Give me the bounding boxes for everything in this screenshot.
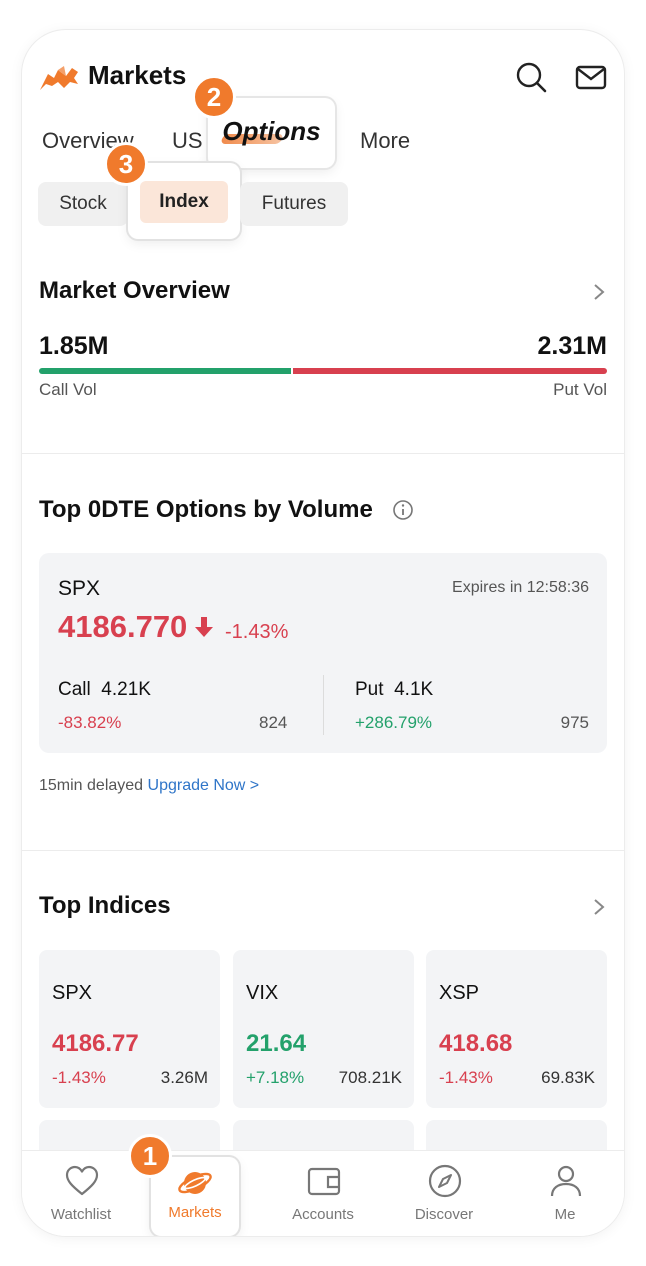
dte-put-volume-value: 4.1K xyxy=(394,679,434,700)
index-symbol: SPX xyxy=(52,982,93,1004)
phone-screen: Markets Overview US Options More Stock I… xyxy=(22,30,624,1236)
dte-symbol: SPX xyxy=(58,577,101,600)
page-title: Markets xyxy=(88,60,187,90)
subtab-futures[interactable]: Futures xyxy=(240,182,348,226)
index-volume: 708.21K xyxy=(338,1068,402,1087)
upgrade-now-link[interactable]: Upgrade Now > xyxy=(147,777,260,794)
wallet-icon xyxy=(307,1167,341,1196)
top-indices-title[interactable]: Top Indices xyxy=(39,892,171,919)
subtab-index-label: Index xyxy=(140,181,228,223)
step-badge-3: 3 xyxy=(104,142,148,186)
delay-notice: 15min delayed Upgrade Now > xyxy=(39,777,259,795)
dte-put-volume: Put 4.1K xyxy=(355,679,433,701)
delay-text: 15min delayed xyxy=(39,777,144,794)
subtab-index[interactable]: Index xyxy=(128,163,240,239)
mail-icon[interactable] xyxy=(574,60,608,94)
dte-put-label: Put xyxy=(355,679,384,700)
nav-watchlist-label: Watchlist xyxy=(50,1206,112,1223)
call-volume-label: Call Vol xyxy=(39,380,97,399)
index-volume: 3.26M xyxy=(160,1068,208,1087)
dte-put-change: +286.79% xyxy=(355,713,433,732)
put-volume-value: 2.31M xyxy=(537,332,607,360)
put-volume-label: Put Vol xyxy=(553,380,607,399)
compass-icon xyxy=(428,1164,462,1198)
dte-call-volume-value: 4.21K xyxy=(101,679,151,700)
top-0dte-title: Top 0DTE Options by Volume xyxy=(39,496,373,523)
market-overview-title[interactable]: Market Overview xyxy=(39,277,230,304)
index-price: 21.64 xyxy=(246,1030,307,1057)
dte-call-change: -83.82% xyxy=(58,713,122,732)
index-symbol: VIX xyxy=(246,982,279,1004)
dte-price: 4186.770 xyxy=(58,609,188,644)
index-card-xsp[interactable]: XSP 418.68 -1.43% 69.83K xyxy=(426,950,607,1108)
step-badge-1: 1 xyxy=(128,1134,172,1178)
section-divider xyxy=(22,453,624,454)
index-card-vix[interactable]: VIX 21.64 +7.18% 708.21K xyxy=(233,950,414,1108)
put-volume-bar xyxy=(293,368,607,374)
top-0dte-card[interactable]: SPX Expires in 12:58:36 4186.770 -1.43% … xyxy=(39,553,607,753)
index-card-spx[interactable]: SPX 4186.77 -1.43% 3.26M xyxy=(39,950,220,1108)
planet-icon xyxy=(178,1172,212,1194)
section-divider xyxy=(22,850,624,851)
dte-call-count: 824 xyxy=(259,713,288,732)
index-volume: 69.83K xyxy=(541,1068,595,1087)
dte-call-label: Call xyxy=(58,679,91,700)
nav-markets-label: Markets xyxy=(168,1204,222,1221)
dte-put-count: 975 xyxy=(560,713,589,732)
step-badge-2: 2 xyxy=(192,75,236,119)
tab-options-label: Options xyxy=(222,116,321,146)
info-icon[interactable] xyxy=(392,499,414,521)
tab-more[interactable]: More xyxy=(360,128,411,153)
bull-logo-icon xyxy=(40,66,78,90)
nav-me-label: Me xyxy=(554,1206,576,1223)
nav-discover[interactable]: Discover xyxy=(389,1151,499,1236)
nav-me[interactable]: Me xyxy=(510,1151,620,1236)
tab-us[interactable]: US xyxy=(172,128,203,153)
dte-divider xyxy=(323,675,324,735)
nav-accounts[interactable]: Accounts xyxy=(268,1151,378,1236)
dte-expiry: Expires in 12:58:36 xyxy=(452,579,589,596)
nav-discover-label: Discover xyxy=(414,1206,474,1223)
dte-call-volume: Call 4.21K xyxy=(58,679,151,701)
heart-icon xyxy=(65,1165,99,1196)
chevron-right-icon[interactable] xyxy=(592,897,606,917)
call-volume-bar xyxy=(39,368,291,374)
person-icon xyxy=(550,1165,582,1197)
search-icon[interactable] xyxy=(514,60,548,94)
index-price: 4186.77 xyxy=(52,1030,139,1057)
chevron-right-icon[interactable] xyxy=(592,282,606,302)
index-change: -1.43% xyxy=(439,1068,493,1087)
bottom-nav: Watchlist Accounts Discover Me xyxy=(22,1150,624,1236)
call-volume-value: 1.85M xyxy=(39,332,109,360)
index-symbol: XSP xyxy=(439,982,480,1004)
nav-watchlist[interactable]: Watchlist xyxy=(26,1151,136,1236)
nav-accounts-label: Accounts xyxy=(292,1206,354,1223)
index-change: +7.18% xyxy=(246,1068,305,1087)
arrow-down-icon xyxy=(195,617,213,637)
subtab-stock[interactable]: Stock xyxy=(38,182,128,226)
dte-change-percent: -1.43% xyxy=(225,621,289,643)
index-price: 418.68 xyxy=(439,1030,513,1057)
index-change: -1.43% xyxy=(52,1068,106,1087)
